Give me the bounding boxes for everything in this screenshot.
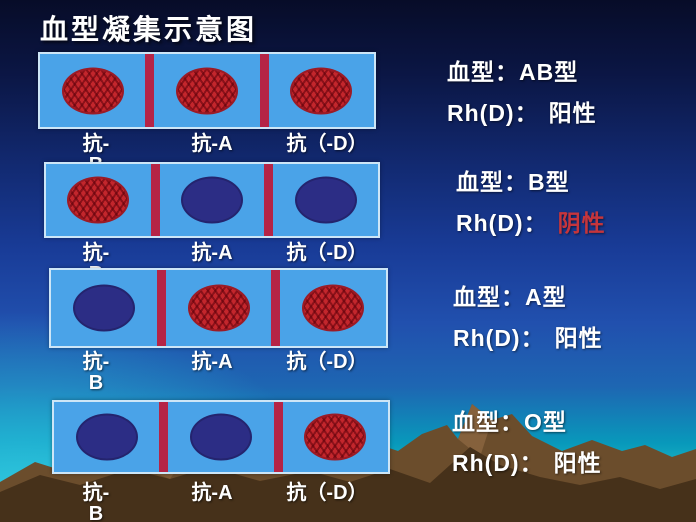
rh-label: Rh(D)： [447,100,539,126]
plate-divider [156,270,166,346]
sample-spot [187,284,250,332]
anti-rhd-label: 抗（-D） [286,133,368,155]
anti-b-label-line1: 抗- [82,133,110,155]
anti-b-label-line2: B [88,503,104,522]
sample-spot [75,413,138,461]
anti-a-label: 抗-A [191,133,233,155]
plate-divider [259,54,269,127]
rh-value: 阳性 [554,325,603,351]
result-block-a: 血型：A型 Rh(D)： 阳性 [453,277,603,359]
well-anti-a [154,54,259,127]
anti-rhd-label: 抗（-D） [286,351,368,373]
sample-spot [290,67,353,114]
sample-spot [304,413,367,461]
plate-divider [145,54,155,127]
anti-b-label-line1: 抗- [82,351,110,373]
sample-spot [61,67,124,114]
anti-b-label-line2: B [88,372,104,394]
plate-divider [273,402,283,472]
rh-text: Rh(D)： 阳性 [447,93,597,134]
well-anti-b [54,402,159,472]
well-anti-b [40,54,145,127]
sample-spot [72,284,135,332]
rh-text: Rh(D)： 阳性 [452,443,602,484]
blood-type-text: 血型：O型 [452,409,567,435]
anti-rhd-label: 抗（-D） [286,482,368,504]
blood-type-text: 血型：AB型 [447,59,579,85]
rh-label: Rh(D)： [452,450,544,476]
rh-value: 阴性 [557,210,606,236]
sample-spot [175,67,238,114]
sample-spot [302,284,365,332]
result-block-ab: 血型：AB型 Rh(D)： 阳性 [447,52,597,134]
well-anti-b [46,164,151,236]
anti-rhd-label: 抗（-D） [286,242,368,264]
result-block-b: 血型：B型 Rh(D)： 阴性 [456,162,606,244]
sample-spot [67,176,130,224]
rh-value: 阳性 [553,450,602,476]
well-anti-a [166,270,272,346]
anti-b-label: 抗- B [66,483,126,522]
rh-text: Rh(D)： 阳性 [453,318,603,359]
anti-b-label-line1: 抗- [82,482,110,504]
result-block-o: 血型：O型 Rh(D)： 阳性 [452,402,602,484]
sample-spot [294,176,357,224]
rh-value: 阳性 [548,100,597,126]
plate-divider [271,270,281,346]
test-plate-row-3 [49,268,388,348]
anti-a-label: 抗-A [191,351,233,373]
blood-type-text: 血型：B型 [456,169,570,195]
anti-b-label: 抗- B [66,352,126,394]
page-title: 血型凝集示意图 [40,14,258,45]
well-anti-d [269,54,374,127]
anti-b-label-line1: 抗- [82,242,110,264]
plate-divider [150,164,160,236]
rh-text: Rh(D)： 阴性 [456,203,606,244]
test-plate-row-4 [52,400,390,474]
well-anti-a [168,402,273,472]
anti-a-label: 抗-A [191,482,233,504]
plate-divider [264,164,274,236]
anti-a-label: 抗-A [191,242,233,264]
test-plate-row-1 [38,52,376,129]
sample-spot [189,413,252,461]
well-anti-d [283,402,388,472]
sample-spot [181,176,243,224]
well-anti-d [280,270,386,346]
plate-divider [159,402,169,472]
well-anti-d [273,164,378,236]
rh-label: Rh(D)： [456,210,548,236]
well-anti-b [51,270,157,346]
blood-type-text: 血型：A型 [453,284,567,310]
rh-label: Rh(D)： [453,325,545,351]
test-plate-row-2 [44,162,380,238]
well-anti-a [160,164,265,236]
